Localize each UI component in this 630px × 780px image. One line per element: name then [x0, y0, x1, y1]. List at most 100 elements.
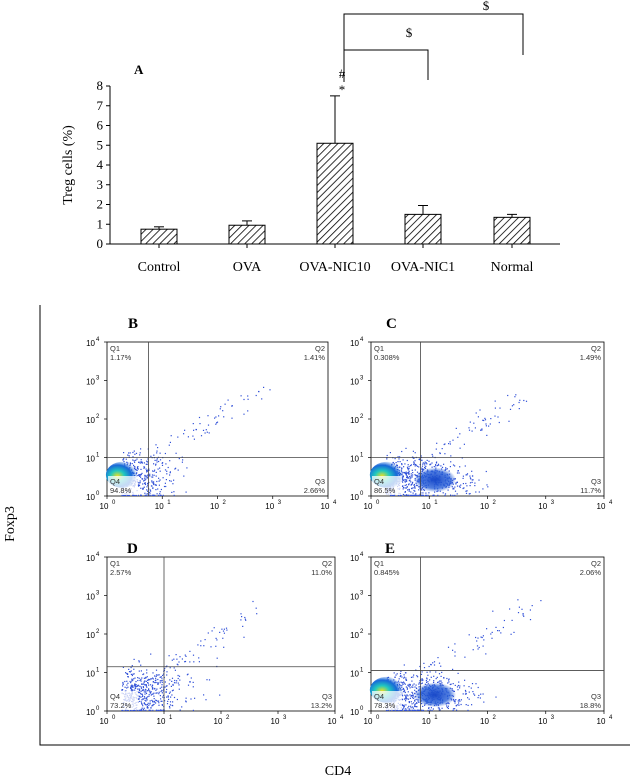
dot: [134, 683, 136, 685]
dot: [269, 389, 271, 391]
dot: [243, 636, 245, 638]
dot: [462, 477, 464, 479]
dot: [185, 701, 187, 703]
dot: [144, 483, 147, 486]
dot: [439, 680, 441, 682]
dot: [509, 608, 511, 610]
dot: [169, 679, 171, 681]
dot: [412, 707, 414, 709]
dot: [160, 698, 162, 700]
x-tick-exponent: 0: [112, 500, 116, 506]
density-blob: [414, 467, 457, 493]
dot: [465, 474, 467, 476]
dot: [215, 637, 217, 639]
dot: [158, 700, 160, 702]
dot: [152, 700, 154, 702]
dot: [137, 485, 140, 487]
dot: [161, 684, 163, 686]
dot: [404, 698, 406, 700]
dot: [224, 403, 226, 405]
dot: [421, 465, 424, 467]
dot: [160, 690, 162, 693]
bar: [316, 142, 354, 245]
dot: [463, 487, 465, 489]
dot: [165, 485, 167, 488]
dot: [465, 693, 467, 695]
dot: [128, 668, 130, 670]
dot: [473, 422, 475, 424]
dot: [178, 675, 181, 677]
dot: [401, 704, 403, 706]
y-tick-label: 6: [97, 118, 104, 133]
dot: [155, 484, 157, 486]
dot: [148, 684, 150, 686]
quadrant-label-bg: [108, 476, 138, 495]
dot: [399, 675, 401, 678]
quadrant-percent: 1.17%: [110, 353, 132, 362]
dot: [503, 619, 505, 622]
dot: [137, 679, 139, 682]
dot: [138, 690, 141, 692]
dot: [148, 469, 150, 471]
dot: [429, 671, 431, 673]
dot: [446, 468, 448, 470]
dot: [470, 478, 472, 480]
y-axis-label: Treg cells (%): [61, 125, 76, 205]
dot: [129, 671, 131, 673]
x-tick-exponent: 2: [493, 500, 497, 506]
dot: [140, 680, 142, 682]
dot: [405, 679, 407, 681]
dot: [192, 435, 194, 437]
dot: [396, 673, 398, 675]
dot: [439, 709, 441, 711]
dot: [150, 707, 152, 709]
dot: [155, 674, 158, 676]
dot: [464, 465, 466, 467]
dot: [443, 443, 445, 446]
dot: [175, 452, 177, 454]
dot: [385, 709, 388, 711]
dot: [156, 459, 158, 461]
dot: [433, 675, 435, 677]
dot: [159, 680, 161, 682]
dot: [410, 477, 412, 479]
dot: [410, 473, 412, 475]
dot: [446, 677, 448, 680]
dot: [447, 489, 449, 491]
y-tick-exponent: 3: [360, 591, 364, 597]
dot: [411, 476, 413, 478]
dot: [412, 450, 414, 452]
dot: [471, 430, 473, 432]
dot: [216, 639, 218, 641]
dot: [131, 684, 133, 686]
dot: [227, 399, 229, 401]
dot: [455, 699, 457, 701]
dot: [153, 481, 155, 483]
dot: [202, 429, 205, 431]
dot: [124, 709, 126, 711]
dot: [393, 672, 395, 674]
dot: [149, 473, 151, 475]
dot: [142, 673, 144, 676]
x-tick-label: 10: [597, 717, 606, 726]
dot: [151, 699, 153, 701]
dot: [200, 640, 202, 642]
dot: [123, 494, 125, 496]
dot: [483, 419, 485, 422]
y-tick-label: 10: [86, 493, 95, 502]
dot: [475, 683, 477, 685]
dot: [167, 696, 169, 698]
dot: [418, 494, 420, 496]
dot: [146, 461, 148, 463]
dot: [172, 689, 174, 691]
dot: [155, 692, 157, 694]
bar: [404, 213, 442, 245]
dot: [415, 494, 417, 496]
dot: [444, 453, 446, 455]
dot: [422, 492, 424, 494]
dot: [143, 467, 145, 469]
dot: [181, 658, 183, 660]
dot: [206, 679, 208, 681]
dot: [405, 696, 407, 698]
dot: [139, 475, 141, 477]
